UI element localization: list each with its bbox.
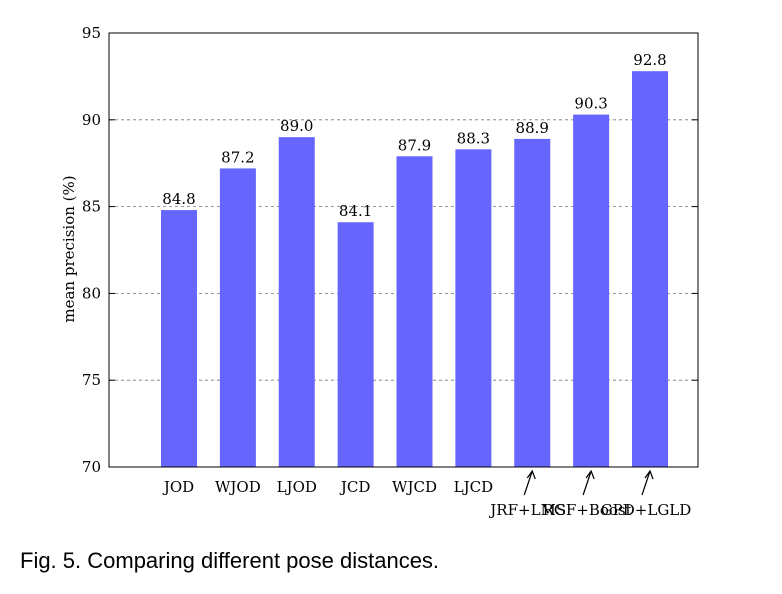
data-label: 92.8 — [633, 51, 666, 69]
bar — [573, 114, 610, 467]
y-tick-label: 85 — [82, 198, 101, 216]
axes — [108, 32, 699, 468]
data-label: 88.9 — [516, 119, 549, 137]
bar — [396, 156, 433, 468]
bar — [219, 168, 256, 467]
y-tick-label: 70 — [82, 458, 101, 476]
y-tick-label: 90 — [82, 111, 101, 129]
bar — [514, 138, 551, 467]
annotation-arrow — [582, 470, 592, 496]
bar — [278, 137, 315, 467]
data-label: 84.8 — [162, 190, 195, 208]
x-tick-label: LJOD — [277, 478, 317, 496]
x-tick-label: WJCD — [392, 478, 437, 496]
x-tick-label: GPD+LGLD — [601, 501, 692, 519]
data-label: 88.3 — [457, 129, 490, 147]
y-tick-label: 80 — [82, 284, 101, 302]
bar-chart: 70 75 80 85 90 95 84.8 JOD 87.2 WJOD 89.0 LJOD 84.1 J… — [60, 24, 699, 519]
bar — [632, 71, 668, 467]
data-label: 87.2 — [221, 148, 254, 166]
annotation-arrowhead — [585, 469, 595, 480]
data-label: 87.9 — [398, 136, 431, 154]
x-tick-label: JCD — [339, 478, 371, 496]
x-tick-label: LJCD — [454, 478, 493, 496]
data-label: 84.1 — [339, 202, 372, 220]
bar — [455, 149, 492, 467]
annotation-arrowhead — [526, 469, 536, 480]
data-label: 89.0 — [280, 117, 313, 135]
data-label: 90.3 — [574, 95, 607, 113]
y-axis-title: mean precision (%) — [60, 175, 78, 322]
y-tick-label: 95 — [82, 24, 101, 42]
plot-frame — [108, 32, 699, 468]
bar — [161, 210, 197, 467]
annotation-arrowhead — [644, 469, 654, 480]
x-tick-label: JOD — [162, 478, 194, 496]
x-tick-label: JRF+LMS — [488, 501, 566, 519]
figure-caption: Fig. 5. Comparing different pose distanc… — [20, 548, 440, 573]
labels: 70 75 80 85 90 95 84.8 JOD 87.2 WJOD 89.0 LJOD 84.1 J… — [82, 24, 691, 519]
x-tick-label: WJOD — [215, 478, 261, 496]
bars — [161, 71, 668, 468]
bar — [337, 222, 374, 467]
annotation-arrow — [641, 470, 651, 496]
annotation-arrow — [523, 470, 533, 496]
x-tick-label: RGF+Boost — [543, 501, 632, 519]
y-tick-label: 75 — [82, 371, 101, 389]
